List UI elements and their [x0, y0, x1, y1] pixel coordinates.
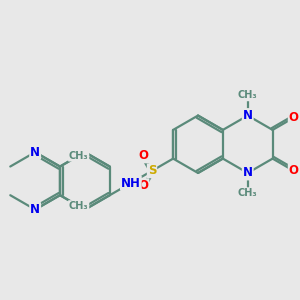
Text: N: N: [30, 203, 40, 216]
Text: N: N: [243, 167, 253, 179]
Text: O: O: [289, 111, 299, 124]
Text: CH₃: CH₃: [238, 188, 257, 198]
Text: O: O: [138, 179, 148, 192]
Text: CH₃: CH₃: [69, 201, 88, 211]
Text: S: S: [148, 164, 156, 177]
Text: O: O: [138, 149, 148, 162]
Text: CH₃: CH₃: [238, 91, 257, 100]
Text: N: N: [30, 146, 40, 159]
Text: NH: NH: [121, 176, 141, 190]
Text: CH₃: CH₃: [69, 151, 88, 161]
Text: O: O: [289, 164, 299, 177]
Text: N: N: [243, 109, 253, 122]
